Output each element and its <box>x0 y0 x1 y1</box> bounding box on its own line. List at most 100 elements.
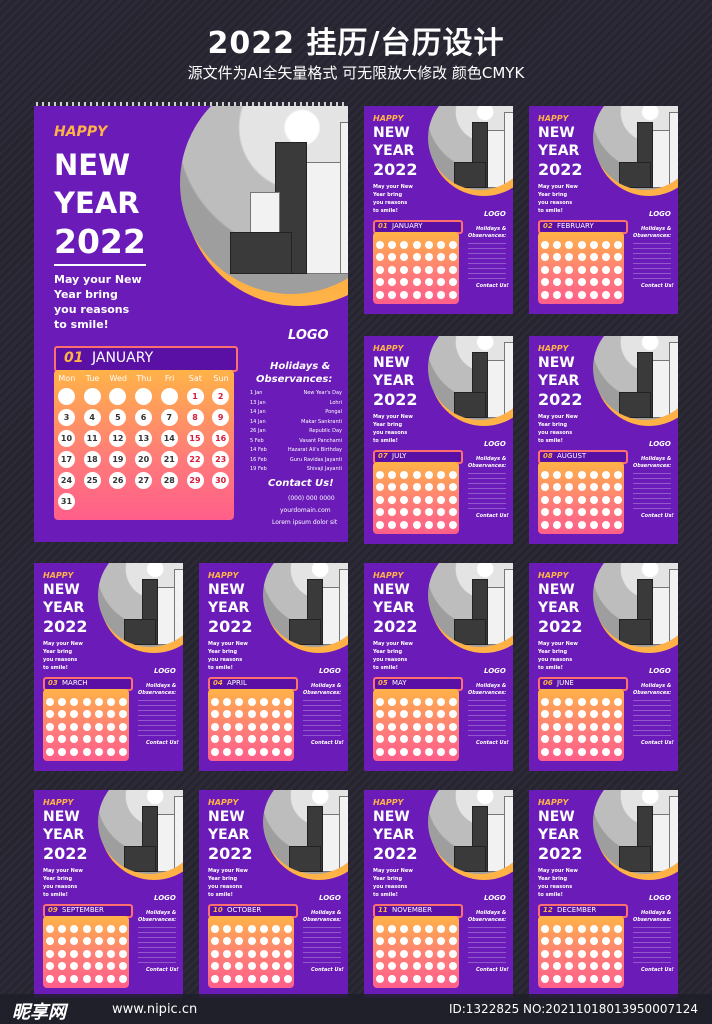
day-cell[interactable] <box>412 265 421 274</box>
day-cell[interactable] <box>107 962 115 971</box>
day-cell[interactable]: 6 <box>135 409 153 426</box>
day-cell[interactable] <box>247 735 256 744</box>
day-cell[interactable] <box>388 278 397 287</box>
day-cell[interactable]: 26 <box>109 472 127 489</box>
day-cell[interactable] <box>553 710 562 719</box>
day-cell[interactable]: 12 <box>109 430 127 447</box>
day-cell[interactable] <box>247 925 256 933</box>
day-cell[interactable] <box>388 698 397 706</box>
day-cell[interactable] <box>602 925 610 933</box>
day-cell[interactable] <box>58 962 67 971</box>
day-cell[interactable] <box>602 735 610 744</box>
day-cell[interactable]: 15 <box>186 430 204 447</box>
day-cell[interactable] <box>284 735 293 744</box>
day-cell[interactable] <box>46 962 54 971</box>
day-cell[interactable] <box>412 471 421 479</box>
day-cell[interactable] <box>46 925 54 933</box>
day-cell[interactable] <box>376 735 384 744</box>
day-cell[interactable]: 2 <box>212 388 230 405</box>
day-cell[interactable] <box>424 710 433 719</box>
day-cell[interactable] <box>437 265 445 274</box>
day-cell[interactable] <box>449 949 458 958</box>
day-cell[interactable] <box>400 495 409 504</box>
day-cell[interactable] <box>376 974 384 983</box>
day-cell[interactable] <box>119 722 128 731</box>
day-cell[interactable] <box>211 735 219 744</box>
day-cell[interactable] <box>424 265 433 274</box>
day-cell[interactable] <box>614 710 623 719</box>
day-cell[interactable] <box>541 290 549 299</box>
day-cell[interactable] <box>412 241 421 249</box>
day-cell[interactable] <box>94 710 103 719</box>
day-cell[interactable] <box>589 962 598 971</box>
day-cell[interactable] <box>541 698 549 706</box>
day-cell[interactable] <box>388 495 397 504</box>
day-cell[interactable] <box>259 937 268 946</box>
day-cell[interactable] <box>553 698 562 706</box>
day-cell[interactable] <box>247 747 256 756</box>
day-cell[interactable] <box>46 698 54 706</box>
day-cell[interactable] <box>272 710 280 719</box>
day-cell[interactable] <box>223 962 232 971</box>
day-cell[interactable]: 30 <box>212 472 230 489</box>
day-cell[interactable] <box>160 388 178 405</box>
day-cell[interactable] <box>400 747 409 756</box>
day-cell[interactable] <box>614 508 623 517</box>
day-cell[interactable] <box>284 710 293 719</box>
day-cell[interactable] <box>437 698 445 706</box>
day-cell[interactable] <box>376 710 384 719</box>
day-cell[interactable] <box>577 290 586 299</box>
day-cell[interactable] <box>107 698 115 706</box>
day-cell[interactable]: 1 <box>186 388 204 405</box>
day-cell[interactable] <box>94 925 103 933</box>
day-cell[interactable]: 14 <box>160 430 178 447</box>
day-cell[interactable] <box>272 698 280 706</box>
day-cell[interactable] <box>449 937 458 946</box>
day-cell[interactable] <box>565 925 574 933</box>
day-cell[interactable] <box>82 747 91 756</box>
day-cell[interactable] <box>259 974 268 983</box>
day-cell[interactable] <box>376 520 384 529</box>
day-cell[interactable] <box>602 747 610 756</box>
day-cell[interactable] <box>541 241 549 249</box>
day-cell[interactable]: 23 <box>212 451 230 468</box>
day-cell[interactable] <box>235 735 244 744</box>
day-cell[interactable] <box>83 388 101 405</box>
day-cell[interactable] <box>107 747 115 756</box>
day-cell[interactable] <box>589 735 598 744</box>
day-cell[interactable] <box>589 747 598 756</box>
day-cell[interactable] <box>94 698 103 706</box>
day-cell[interactable] <box>107 722 115 731</box>
day-cell[interactable] <box>94 722 103 731</box>
day-cell[interactable] <box>247 974 256 983</box>
day-cell[interactable] <box>437 735 445 744</box>
day-cell[interactable] <box>565 265 574 274</box>
day-cell[interactable] <box>400 508 409 517</box>
day-cell[interactable] <box>614 483 623 492</box>
day-cell[interactable] <box>211 698 219 706</box>
day-cell[interactable] <box>135 388 153 405</box>
day-cell[interactable] <box>284 962 293 971</box>
day-cell[interactable] <box>565 698 574 706</box>
day-cell[interactable] <box>449 722 458 731</box>
day-cell[interactable] <box>449 747 458 756</box>
calendar-sheet-april[interactable]: HAPPY NEW YEAR 2022 May your New Year bring yo… <box>199 563 348 771</box>
day-cell[interactable] <box>259 722 268 731</box>
day-cell[interactable] <box>272 735 280 744</box>
day-cell[interactable] <box>388 974 397 983</box>
day-cell[interactable] <box>449 925 458 933</box>
day-cell[interactable] <box>388 290 397 299</box>
day-cell[interactable] <box>412 937 421 946</box>
day-cell[interactable] <box>70 722 79 731</box>
day-cell[interactable] <box>449 962 458 971</box>
day-cell[interactable] <box>82 925 91 933</box>
day-cell[interactable] <box>259 735 268 744</box>
day-cell[interactable] <box>82 974 91 983</box>
day-cell[interactable] <box>412 722 421 731</box>
day-cell[interactable] <box>553 265 562 274</box>
day-cell[interactable] <box>46 949 54 958</box>
day-cell[interactable]: 29 <box>186 472 204 489</box>
day-cell[interactable] <box>82 698 91 706</box>
day-cell[interactable] <box>589 949 598 958</box>
day-cell[interactable] <box>541 508 549 517</box>
